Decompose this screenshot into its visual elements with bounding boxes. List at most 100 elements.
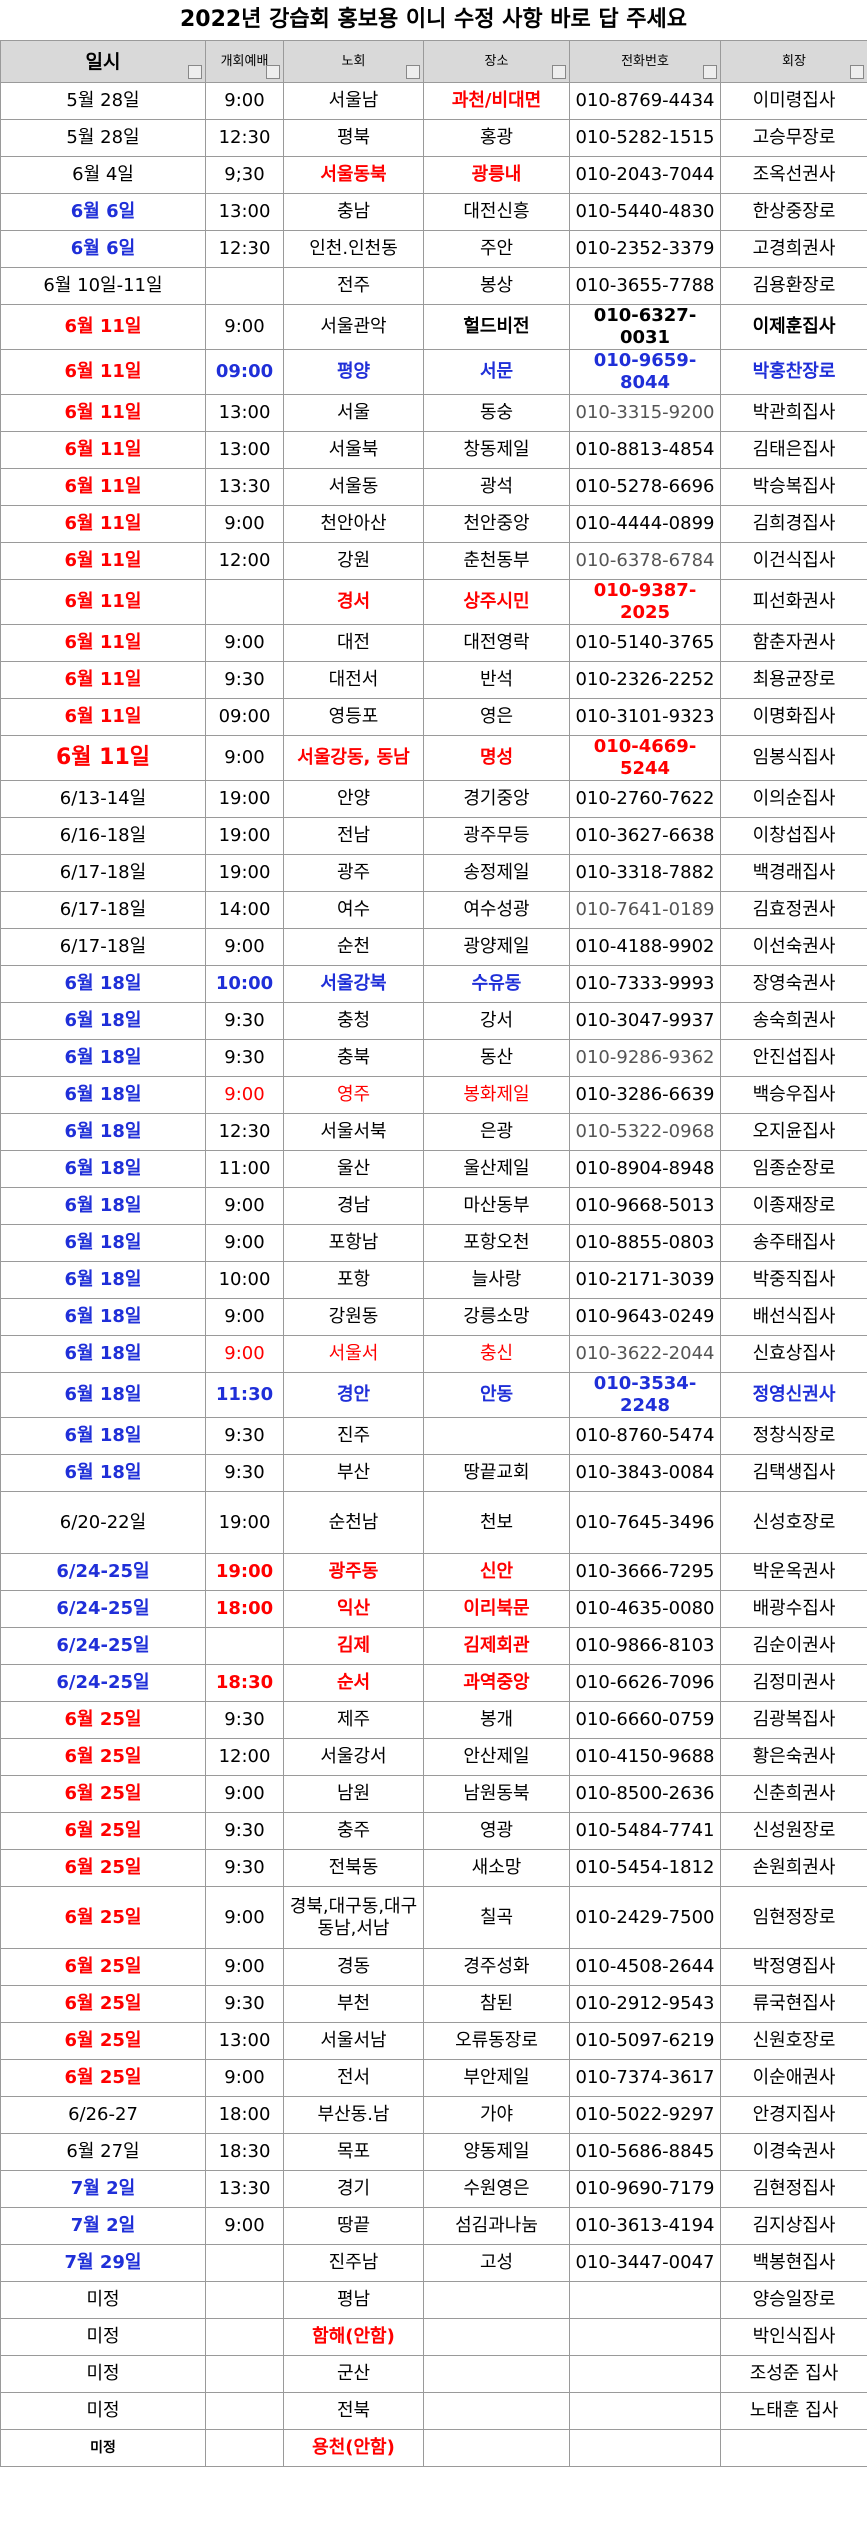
cell: 010-7645-3496 bbox=[569, 1491, 721, 1554]
row: 6월 18일 9:00 서울서 충신 010-3622-2044 신효상집사 bbox=[0, 1335, 867, 1373]
cell: 동숭 bbox=[423, 394, 570, 432]
cell: 6월 18일 bbox=[0, 1372, 206, 1418]
row: 6/24-25일 19:00 광주동 신안 010-3666-7295 박운옥권사 bbox=[0, 1553, 867, 1591]
cell: 여수성광 bbox=[423, 891, 570, 929]
filter-button[interactable] bbox=[188, 65, 202, 79]
cell: 010-9387-2025 bbox=[569, 579, 721, 625]
cell: 전남 bbox=[283, 817, 424, 855]
cell: 서울서북 bbox=[283, 1113, 424, 1151]
cell: 서울남 bbox=[283, 82, 424, 120]
cell: 6월 18일 bbox=[0, 1187, 206, 1225]
cell: 18:30 bbox=[205, 2133, 284, 2171]
cell: 땅끝교회 bbox=[423, 1454, 570, 1492]
cell bbox=[205, 2244, 284, 2282]
cell: 봉상 bbox=[423, 267, 570, 305]
cell: 경주성화 bbox=[423, 1948, 570, 1986]
cell: 010-6626-7096 bbox=[569, 1664, 721, 1702]
cell: 피선화권사 bbox=[720, 579, 867, 625]
row: 6월 25일 9:30 제주 봉개 010-6660-0759 김광복집사 bbox=[0, 1701, 867, 1739]
cell: 010-6660-0759 bbox=[569, 1701, 721, 1739]
cell: 010-3286-6639 bbox=[569, 1076, 721, 1114]
cell: 부천 bbox=[283, 1985, 424, 2023]
cell: 6/24-25일 bbox=[0, 1627, 206, 1665]
cell: 9:30 bbox=[205, 1039, 284, 1077]
cell: 6월 18일 bbox=[0, 1454, 206, 1492]
cell: 한상중장로 bbox=[720, 193, 867, 231]
cell: 김효정권사 bbox=[720, 891, 867, 929]
cell: 미정 bbox=[0, 2318, 206, 2356]
row: 7월 2일 9:00 땅끝 섬김과나눔 010-3613-4194 김지상집사 bbox=[0, 2207, 867, 2245]
cell: 김제회관 bbox=[423, 1627, 570, 1665]
row: 6월 18일 9:00 포항남 포항오천 010-8855-0803 송주태집사 bbox=[0, 1224, 867, 1262]
cell: 강서 bbox=[423, 1002, 570, 1040]
cell: 010-5097-6219 bbox=[569, 2022, 721, 2060]
cell: 9:30 bbox=[205, 1417, 284, 1455]
row: 6월 4일 9;30 서울동북 광릉내 010-2043-7044 조옥선권사 bbox=[0, 156, 867, 194]
cell: 이경숙권사 bbox=[720, 2133, 867, 2171]
cell: 9:30 bbox=[205, 1454, 284, 1492]
filter-button[interactable] bbox=[266, 65, 280, 79]
cell: 서울서남 bbox=[283, 2022, 424, 2060]
cell: 영은 bbox=[423, 698, 570, 736]
header-row: 일시 개회예배 노회 장소 전화번호 회장 bbox=[0, 40, 867, 83]
cell: 6월 25일 bbox=[0, 1775, 206, 1813]
filter-button[interactable] bbox=[406, 65, 420, 79]
cell: 노태훈 집사 bbox=[720, 2392, 867, 2430]
cell: 미정 bbox=[0, 2392, 206, 2430]
row: 6월 18일 11:00 울산 울산제일 010-8904-8948 임종순장로 bbox=[0, 1150, 867, 1188]
cell: 새소망 bbox=[423, 1849, 570, 1887]
cell: 남원 bbox=[283, 1775, 424, 1813]
cell: 18:00 bbox=[205, 2096, 284, 2134]
cell: 인천.인천동 bbox=[283, 230, 424, 268]
cell: 고승무장로 bbox=[720, 119, 867, 157]
filter-button[interactable] bbox=[552, 65, 566, 79]
cell: 12:30 bbox=[205, 230, 284, 268]
cell: 9:30 bbox=[205, 1812, 284, 1850]
cell: 6월 4일 bbox=[0, 156, 206, 194]
cell: 조성준 집사 bbox=[720, 2355, 867, 2393]
filter-button[interactable] bbox=[703, 65, 717, 79]
cell: 010-4150-9688 bbox=[569, 1738, 721, 1776]
row: 6월 18일 9:30 충북 동산 010-9286-9362 안진섭집사 bbox=[0, 1039, 867, 1077]
cell: 6/13-14일 bbox=[0, 780, 206, 818]
cell bbox=[423, 2318, 570, 2356]
row: 6/20-22일 19:00 순천남 천보 010-7645-3496 신성호장로 bbox=[0, 1491, 867, 1554]
row: 미정 평남 양승일장로 bbox=[0, 2281, 867, 2319]
cell: 6월 25일 bbox=[0, 1948, 206, 1986]
cell: 6월 11일 bbox=[0, 661, 206, 699]
cell: 순천남 bbox=[283, 1491, 424, 1554]
cell: 경서 bbox=[283, 579, 424, 625]
cell: 9:00 bbox=[205, 735, 284, 781]
cell: 홍광 bbox=[423, 119, 570, 157]
cell: 010-2912-9543 bbox=[569, 1985, 721, 2023]
cell: 6월 18일 bbox=[0, 1002, 206, 1040]
row: 6월 18일 11:30 경안 안동 010-3534-2248 정영신권사 bbox=[0, 1372, 867, 1418]
row: 6월 6일 12:30 인천.인천동 주안 010-2352-3379 고경희권사 bbox=[0, 230, 867, 268]
row: 6월 10일-11일 전주 봉상 010-3655-7788 김용환장로 bbox=[0, 267, 867, 305]
row: 6월 27일 18:30 목포 양동제일 010-5686-8845 이경숙권사 bbox=[0, 2133, 867, 2171]
cell: 6월 25일 bbox=[0, 1886, 206, 1949]
cell: 함춘자권사 bbox=[720, 624, 867, 662]
cell: 춘천동부 bbox=[423, 542, 570, 580]
cell: 6월 18일 bbox=[0, 1150, 206, 1188]
cell: 9:00 bbox=[205, 304, 284, 350]
row: 6/24-25일 18:00 익산 이리북문 010-4635-0080 배광수집사 bbox=[0, 1590, 867, 1628]
cell: 안산제일 bbox=[423, 1738, 570, 1776]
cell: 010-3613-4194 bbox=[569, 2207, 721, 2245]
cell: 010-8500-2636 bbox=[569, 1775, 721, 1813]
cell: 송정제일 bbox=[423, 854, 570, 892]
cell: 010-3534-2248 bbox=[569, 1372, 721, 1418]
cell: 010-3315-9200 bbox=[569, 394, 721, 432]
cell: 18:00 bbox=[205, 1590, 284, 1628]
cell: 010-9286-9362 bbox=[569, 1039, 721, 1077]
cell: 010-3047-9937 bbox=[569, 1002, 721, 1040]
cell: 신춘희권사 bbox=[720, 1775, 867, 1813]
cell: 박운옥권사 bbox=[720, 1553, 867, 1591]
cell: 서울동북 bbox=[283, 156, 424, 194]
cell: 부안제일 bbox=[423, 2059, 570, 2097]
header-cell: 노회 bbox=[283, 40, 424, 83]
cell: 양승일장로 bbox=[720, 2281, 867, 2319]
cell: 경기 bbox=[283, 2170, 424, 2208]
cell bbox=[205, 2392, 284, 2430]
filter-button[interactable] bbox=[850, 65, 864, 79]
